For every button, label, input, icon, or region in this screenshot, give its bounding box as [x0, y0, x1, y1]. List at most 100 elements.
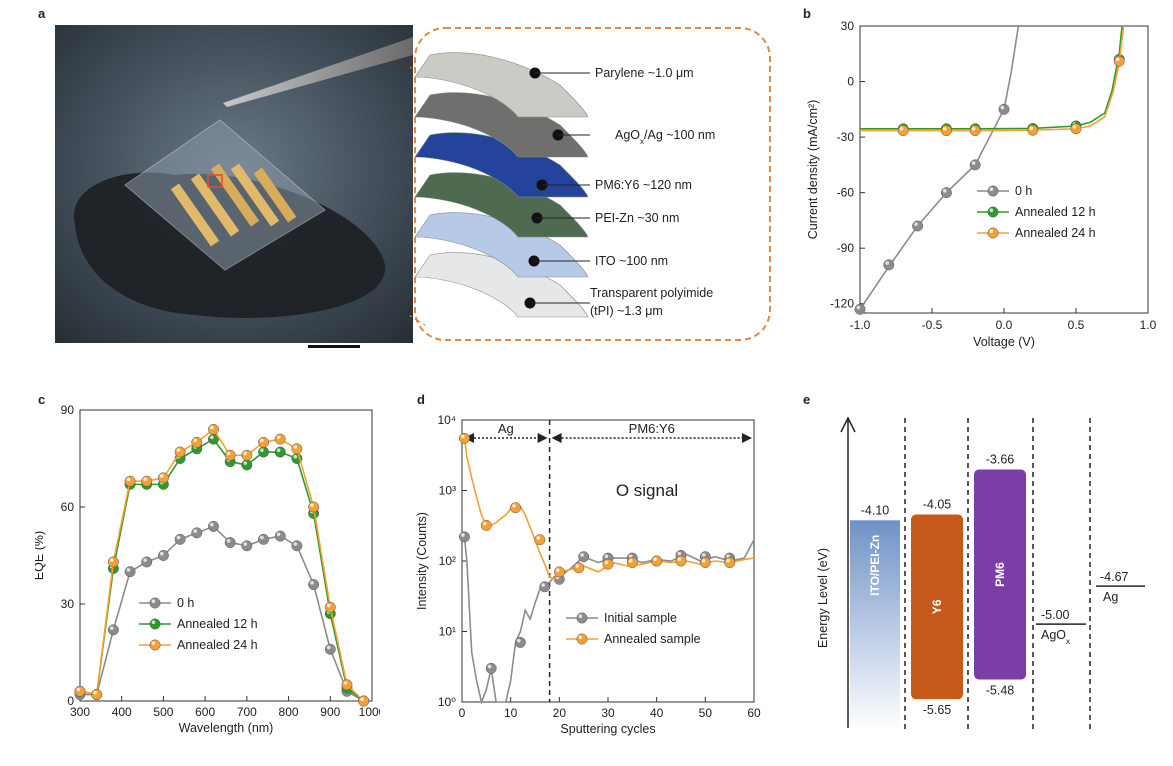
y-axis-label: Energy Level (eV) — [816, 548, 830, 648]
legend-marker-2 — [149, 639, 161, 651]
data-point-2-highlight — [210, 425, 214, 430]
x-tick-label: 800 — [279, 705, 299, 719]
layer-label-5: Transparent polyimide — [590, 286, 713, 300]
data-point-2 — [157, 472, 169, 484]
y-tick-label: 10¹ — [439, 625, 456, 639]
data-point-2 — [74, 685, 86, 697]
plot-frame — [859, 25, 1149, 314]
jv-chart: -1.0 -0.5 0.0 0.5 1.0 30 0 -30 -60 -90 -120 Voltage… — [806, 19, 1157, 349]
data-point-2-highlight — [126, 477, 131, 482]
data-point-2 — [308, 501, 320, 513]
x-tick-label: 50 — [699, 706, 713, 720]
data-point-2-highlight — [971, 127, 976, 131]
layer-label-0: Parylene ~1.0 μm — [595, 66, 694, 80]
data-point-1-highlight — [575, 564, 579, 568]
series-line-1 — [860, 25, 1123, 130]
data-point-1 — [534, 534, 546, 546]
x-tick-label: 600 — [195, 705, 215, 719]
data-point-0-highlight — [310, 581, 314, 585]
data-point-1-highlight — [701, 558, 706, 563]
legend-marker-0 — [149, 597, 161, 609]
legend-marker-2-highlight — [989, 229, 994, 233]
panel-label-d: d — [417, 392, 425, 407]
data-point-0 — [578, 551, 590, 563]
data-point-2-highlight — [1029, 126, 1033, 131]
data-point-2 — [291, 443, 303, 455]
legend-marker-0-highlight — [989, 187, 994, 191]
data-point-0-highlight — [126, 568, 131, 572]
legend-label-0: 0 h — [177, 596, 194, 610]
data-point-1 — [675, 555, 687, 567]
legend-marker-1-highlight — [989, 208, 994, 212]
y-tick-label: 30 — [841, 19, 855, 33]
panel-label-e: e — [803, 392, 811, 407]
panel-label-b: b — [803, 6, 811, 21]
data-point-0 — [241, 540, 253, 552]
x-tick-label: -1.0 — [850, 318, 871, 332]
data-point-0-highlight — [160, 551, 164, 556]
x-tick-label: 40 — [650, 706, 664, 720]
data-point-0-highlight — [109, 626, 114, 630]
data-point-0 — [291, 540, 303, 552]
data-point-0-highlight — [943, 189, 947, 193]
data-point-2-highlight — [226, 451, 231, 456]
energy-axis-arrowhead — [840, 416, 856, 433]
data-point-2-highlight — [243, 451, 248, 456]
layer-label-5-line2: (tPI) ~1.3 μm — [590, 304, 663, 318]
legend-marker-1 — [576, 633, 588, 645]
data-point-1 — [602, 558, 614, 570]
legend-label-2: Annealed 24 h — [177, 638, 258, 652]
level-name-pm6: PM6 — [993, 562, 1007, 587]
y-axis-label: Current density (mA/cm²) — [806, 100, 820, 240]
layer-label-3: PEI-Zn ~30 nm — [595, 211, 679, 225]
data-point-2 — [1070, 123, 1082, 135]
x-tick-label: 400 — [112, 705, 132, 719]
data-point-0-highlight — [326, 645, 331, 650]
y-axis-label: Intensity (Counts) — [415, 512, 429, 610]
series-line-2 — [860, 25, 1125, 132]
data-point-0-highlight — [226, 538, 231, 543]
data-point-2 — [174, 446, 186, 458]
data-point-0-highlight — [971, 161, 976, 165]
y-tick-label: 10³ — [439, 484, 456, 498]
data-point-0-highlight — [701, 553, 706, 557]
data-point-0 — [912, 220, 924, 232]
data-point-1 — [241, 459, 253, 471]
level-value-agox: -5.00 — [1041, 608, 1070, 622]
data-point-1-highlight — [210, 435, 214, 440]
data-point-0-highlight — [193, 529, 197, 533]
data-point-2 — [241, 449, 253, 461]
y-tick-label: -120 — [830, 297, 854, 311]
electrode-strips — [170, 163, 297, 247]
legend-label-0: Initial sample — [604, 611, 677, 625]
data-point-2 — [274, 433, 286, 445]
data-point-0 — [107, 624, 119, 636]
level-name-y6: Y6 — [930, 599, 944, 614]
legend-label-0: 0 h — [1015, 184, 1032, 198]
legend-marker-0-highlight — [151, 599, 156, 603]
data-point-2-highlight — [1072, 125, 1077, 129]
x-tick-label: 0.0 — [996, 318, 1013, 332]
data-point-0 — [141, 556, 153, 568]
data-point-1-highlight — [555, 568, 560, 572]
data-point-0 — [485, 662, 497, 674]
data-point-2-highlight — [76, 687, 81, 692]
data-point-1 — [699, 557, 711, 569]
scale-bar-below — [308, 345, 360, 348]
data-point-2-highlight — [293, 445, 298, 449]
tweezer-tip — [223, 37, 413, 107]
data-point-0 — [224, 537, 236, 549]
data-point-2 — [208, 423, 219, 435]
level-value-y6-top: -4.05 — [923, 498, 952, 512]
level-value-ito-top: -4.10 — [861, 503, 890, 517]
level-value-pm6-top: -3.66 — [986, 453, 1015, 467]
panel-label-a: a — [38, 6, 46, 21]
data-point-2 — [141, 475, 153, 487]
data-point-0 — [124, 566, 136, 578]
data-point-2 — [1113, 55, 1125, 67]
data-point-1-highlight — [243, 461, 248, 465]
y-tick-label: 60 — [61, 500, 75, 514]
level-bar-y6 — [911, 514, 963, 700]
x-tick-label: -0.5 — [922, 318, 943, 332]
data-point-1-highlight — [536, 536, 541, 540]
